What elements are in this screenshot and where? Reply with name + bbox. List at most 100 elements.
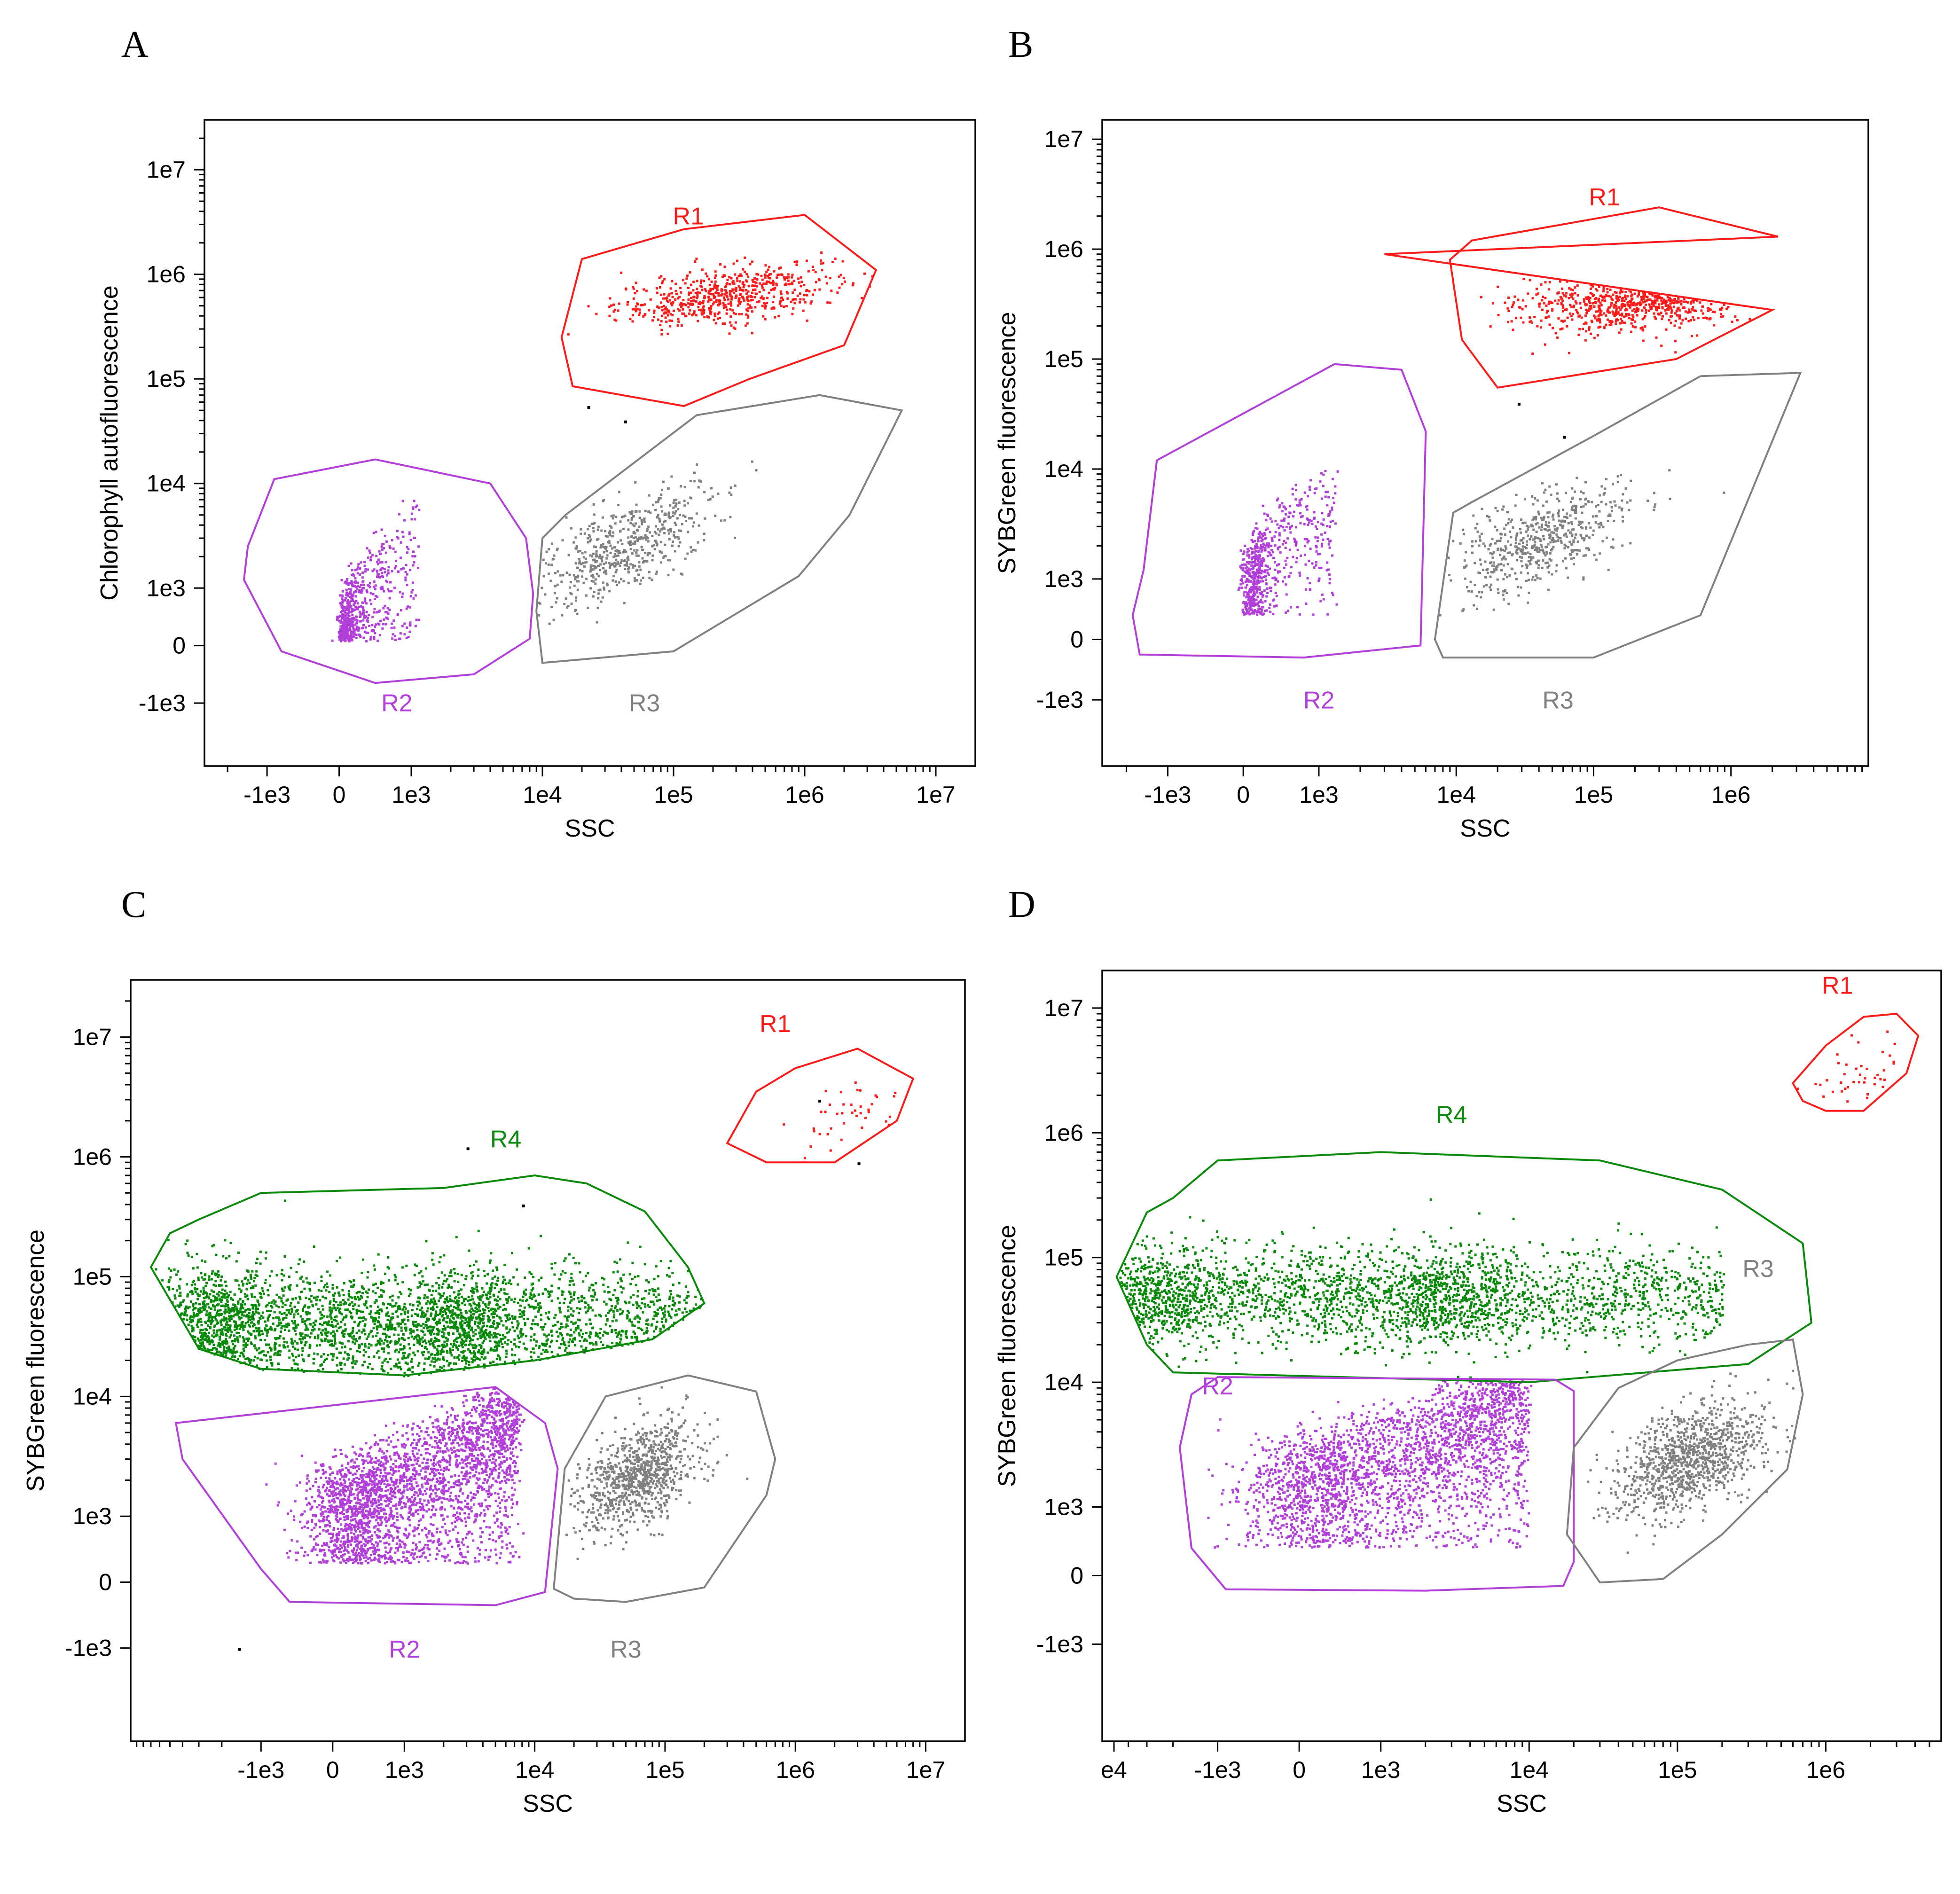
pa-event-point	[589, 538, 592, 541]
pb-event-point	[1683, 297, 1686, 300]
pa-event-point	[714, 514, 717, 517]
pc-event-point	[325, 1357, 328, 1360]
pc-event-point	[378, 1356, 381, 1359]
pa-event-point	[381, 586, 384, 588]
pb-event-point	[1664, 305, 1667, 307]
pa-outlier-point	[587, 406, 590, 409]
pb-event-point	[1239, 565, 1242, 568]
pa-event-point	[729, 293, 732, 296]
pa-x-tick-label: 1e6	[785, 782, 824, 808]
pa-event-point	[569, 586, 572, 589]
pb-event-point	[1682, 306, 1685, 309]
pb-event-point	[1548, 537, 1551, 540]
pa-event-point	[387, 612, 390, 615]
pc-event-point	[387, 1372, 390, 1375]
pb-event-point	[1331, 519, 1334, 522]
pa-event-point	[679, 541, 682, 544]
pc-event-point	[569, 1301, 572, 1304]
pc-event-point	[242, 1307, 244, 1310]
pb-event-point	[1329, 520, 1332, 523]
pa-event-point	[348, 620, 351, 623]
pc-event-point	[344, 1329, 347, 1332]
pc-event-point	[585, 1346, 588, 1349]
pa-event-point	[680, 485, 682, 488]
pa-event-point	[611, 547, 614, 550]
pc-event-point	[399, 1307, 401, 1310]
pa-event-point	[726, 295, 729, 298]
pc-event-point	[449, 1349, 452, 1352]
pb-event-point	[1293, 537, 1296, 540]
pc-event-point	[186, 1314, 188, 1317]
pb-event-point	[1497, 548, 1499, 550]
pa-event-point	[692, 521, 695, 524]
pa-gate-r2[interactable]	[243, 458, 534, 684]
pb-event-point	[1247, 567, 1250, 570]
pc-event-point	[339, 1307, 342, 1310]
pa-event-point	[590, 574, 593, 577]
pa-event-point	[639, 582, 642, 585]
pa-event-point	[636, 540, 639, 542]
pb-gate-r3[interactable]	[1434, 372, 1802, 659]
pa-event-point	[713, 296, 716, 299]
pa-event-point	[671, 296, 674, 298]
pb-event-point	[1568, 297, 1570, 299]
pa-event-point	[754, 281, 757, 284]
pc-event-point	[306, 1281, 309, 1284]
pb-event-point	[1492, 551, 1495, 554]
pb-event-point	[1564, 557, 1567, 560]
pb-event-point	[1548, 533, 1551, 536]
pb-event-point	[1713, 324, 1716, 327]
pc-event-point	[550, 1267, 553, 1270]
pa-event-point	[599, 563, 602, 566]
pb-event-point	[1507, 296, 1510, 299]
pa-event-point	[738, 289, 741, 291]
pb-event-point	[1613, 306, 1615, 309]
pb-event-point	[1278, 504, 1281, 507]
pc-event-point	[173, 1268, 176, 1271]
pa-event-point	[780, 296, 783, 299]
pc-event-point	[494, 1340, 496, 1343]
pa-event-point	[381, 567, 384, 570]
pa-event-point	[574, 562, 577, 565]
pb-event-point	[1720, 308, 1723, 311]
pb-event-point	[1632, 316, 1635, 319]
pb-event-point	[1544, 297, 1547, 299]
pc-event-point	[220, 1279, 222, 1282]
pa-gate-r3[interactable]	[535, 394, 903, 664]
pb-event-point	[1549, 552, 1552, 555]
pc-event-point	[528, 1271, 531, 1274]
pa-event-point	[547, 572, 550, 575]
pa-event-point	[766, 274, 769, 277]
pc-event-point	[467, 1296, 470, 1299]
pb-event-point	[1251, 548, 1254, 551]
pa-event-point	[338, 616, 341, 618]
pc-event-point	[619, 1258, 621, 1261]
pb-gate-r2[interactable]	[1131, 363, 1427, 659]
pb-event-point	[1304, 588, 1307, 591]
pa-event-point	[682, 299, 685, 302]
pa-event-point	[656, 544, 659, 547]
pa-gate-r1[interactable]	[560, 214, 878, 407]
pa-event-point	[557, 570, 559, 573]
pa-event-point	[662, 480, 665, 483]
pb-event-point	[1504, 533, 1506, 536]
pc-event-point	[329, 1344, 331, 1346]
pb-event-point	[1584, 330, 1587, 333]
pa-event-point	[751, 460, 753, 463]
pc-event-point	[204, 1305, 207, 1308]
pa-event-point	[364, 568, 367, 571]
pb-event-point	[1633, 308, 1636, 311]
pa-event-point	[763, 274, 766, 276]
pa-event-point	[355, 590, 358, 593]
pb-event-point	[1602, 295, 1605, 298]
pa-event-point	[377, 573, 380, 576]
pb-event-point	[1293, 510, 1295, 513]
pb-event-point	[1489, 552, 1492, 555]
pa-event-point	[629, 540, 632, 543]
pb-event-point	[1476, 523, 1479, 525]
pb-gate-r1[interactable]	[1384, 206, 1779, 389]
pa-event-point	[619, 552, 621, 555]
pa-event-point	[387, 588, 390, 591]
pa-event-point	[692, 303, 695, 305]
pa-event-point	[697, 302, 700, 305]
